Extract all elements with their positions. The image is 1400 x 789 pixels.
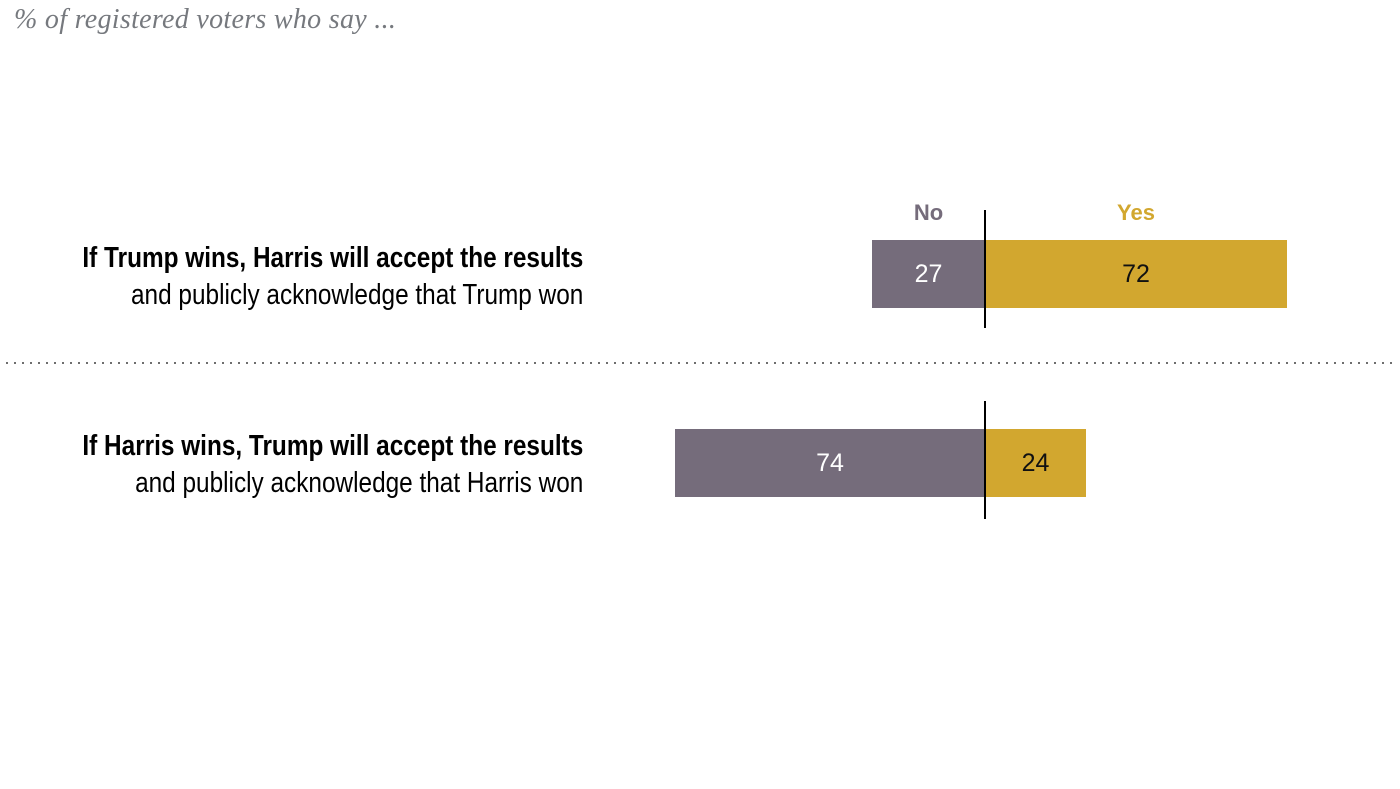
row1-axis-baseline — [984, 210, 986, 328]
row-divider-dotted-line — [6, 362, 1394, 364]
row2-axis-baseline — [984, 401, 986, 519]
chart-title: % of registered voters who say ... — [14, 4, 397, 35]
row2-label-rest: and publicly acknowledge that Harris won — [134, 467, 583, 499]
row2-bar-no-value: 74 — [816, 448, 844, 477]
row1-bar-yes-value: 72 — [1122, 259, 1150, 288]
row2-label-bold: If Harris wins, Trump will accept the re… — [82, 430, 583, 462]
row2-bar-yes-value: 24 — [1021, 448, 1050, 477]
row2-label: If Harris wins, Trump will accept the re… — [82, 428, 583, 502]
row1-label-rest: and publicly acknowledge that Trump won — [130, 279, 583, 311]
legend-no-label: No — [913, 200, 944, 225]
row1-label: If Trump wins, Harris will accept the re… — [82, 240, 583, 314]
row1-bar-no: 27 — [872, 240, 985, 308]
row1-label-bold: If Trump wins, Harris will accept the re… — [82, 242, 583, 274]
legend-yes-label: Yes — [1117, 200, 1155, 225]
row2-bar-yes: 24 — [985, 429, 1086, 497]
row1-bar-no-value: 27 — [914, 259, 943, 288]
row1-bar-yes: 72 — [985, 240, 1287, 308]
row2-bar-no: 74 — [675, 429, 985, 497]
